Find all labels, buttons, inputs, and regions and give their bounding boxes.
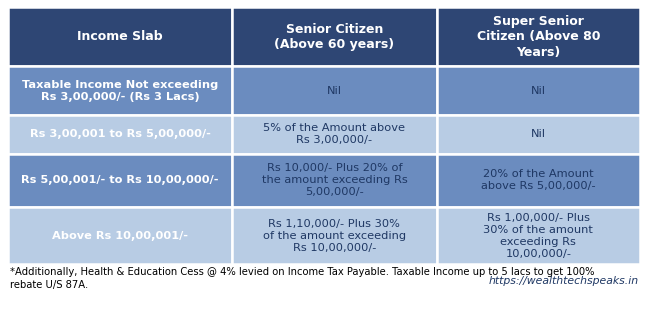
Bar <box>437 7 640 66</box>
Text: Taxable Income Not exceeding
Rs 3,00,000/- (Rs 3 Lacs): Taxable Income Not exceeding Rs 3,00,000… <box>22 80 218 101</box>
Text: https://wealthtechspeaks.in: https://wealthtechspeaks.in <box>488 276 638 286</box>
Text: Nil: Nil <box>531 86 546 95</box>
Bar <box>232 7 437 66</box>
Text: Senior Citizen
(Above 60 years): Senior Citizen (Above 60 years) <box>274 23 395 51</box>
Text: *Additionally, Health & Education Cess @ 4% levied on Income Tax Payable. Taxabl: *Additionally, Health & Education Cess @… <box>10 267 594 290</box>
Text: Rs 10,000/- Plus 20% of
the amount exceeding Rs
5,00,000/-: Rs 10,000/- Plus 20% of the amount excee… <box>262 163 408 198</box>
Text: Rs 5,00,001/- to Rs 10,00,000/-: Rs 5,00,001/- to Rs 10,00,000/- <box>21 175 219 185</box>
Text: Rs 1,10,000/- Plus 30%
of the amount exceeding
Rs 10,00,000/-: Rs 1,10,000/- Plus 30% of the amount exc… <box>263 219 406 253</box>
Bar <box>232 115 437 154</box>
Bar <box>8 7 232 66</box>
Bar <box>232 207 437 264</box>
Bar <box>232 66 437 115</box>
Bar <box>437 115 640 154</box>
Bar <box>232 154 437 207</box>
Bar <box>437 154 640 207</box>
Text: Nil: Nil <box>531 129 546 139</box>
Text: 20% of the Amount
above Rs 5,00,000/-: 20% of the Amount above Rs 5,00,000/- <box>481 169 596 192</box>
Text: Above Rs 10,00,001/-: Above Rs 10,00,001/- <box>52 231 188 241</box>
Text: Rs 3,00,001 to Rs 5,00,000/-: Rs 3,00,001 to Rs 5,00,000/- <box>30 129 211 139</box>
Bar <box>437 66 640 115</box>
Bar <box>437 207 640 264</box>
Text: Nil: Nil <box>327 86 342 95</box>
Text: 5% of the Amount above
Rs 3,00,000/-: 5% of the Amount above Rs 3,00,000/- <box>264 123 406 145</box>
Text: Income Slab: Income Slab <box>77 30 163 43</box>
Bar <box>8 115 232 154</box>
Bar <box>8 154 232 207</box>
Text: Super Senior
Citizen (Above 80
Years): Super Senior Citizen (Above 80 Years) <box>477 15 600 59</box>
Bar <box>8 207 232 264</box>
Text: Rs 1,00,000/- Plus
30% of the amount
exceeding Rs
10,00,000/-: Rs 1,00,000/- Plus 30% of the amount exc… <box>483 213 594 259</box>
Bar <box>8 66 232 115</box>
